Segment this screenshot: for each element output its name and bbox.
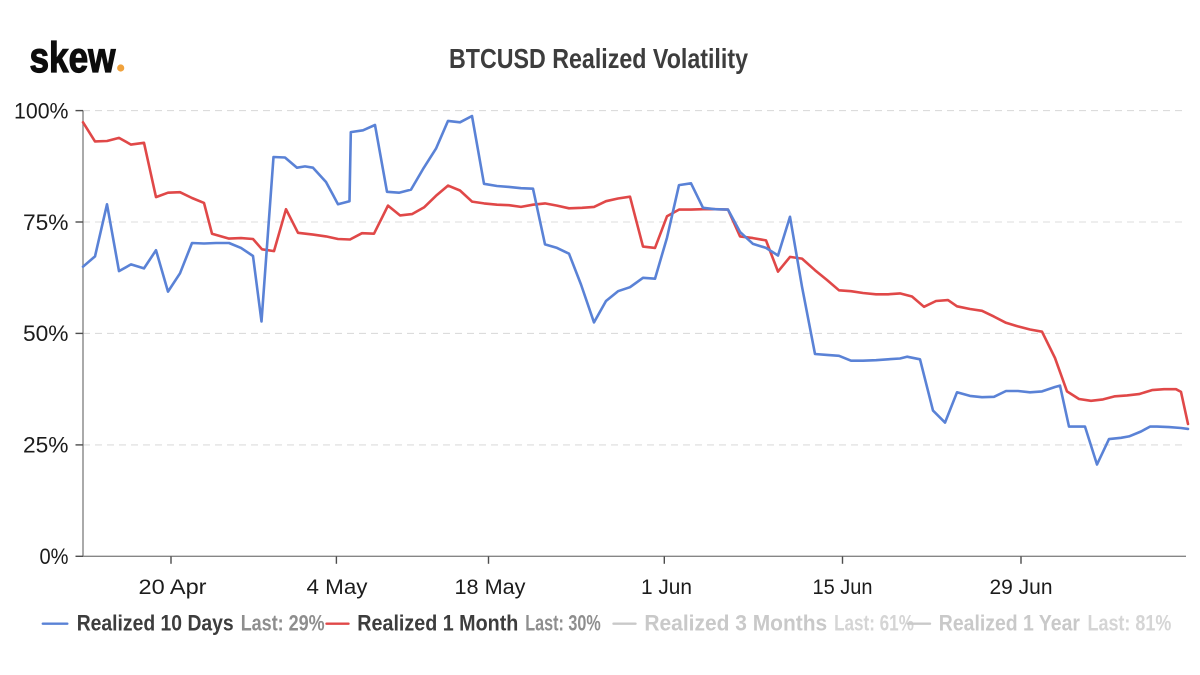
svg-text:29 Jun: 29 Jun: [990, 576, 1053, 599]
svg-text:Last: 30%: Last: 30%: [525, 610, 600, 635]
svg-text:4 May: 4 May: [307, 576, 369, 599]
svg-text:18 May: 18 May: [455, 576, 527, 599]
svg-text:Last: 81%: Last: 81%: [1088, 610, 1172, 635]
svg-text:BTCUSD Realized Volatility: BTCUSD Realized Volatility: [449, 43, 748, 74]
svg-text:50%: 50%: [23, 321, 69, 346]
svg-text:Realized 10 Days: Realized 10 Days: [77, 610, 234, 635]
svg-text:15 Jun: 15 Jun: [813, 576, 873, 599]
svg-text:75%: 75%: [23, 210, 69, 235]
svg-text:Realized 1 Year: Realized 1 Year: [939, 610, 1081, 635]
svg-text:20 Apr: 20 Apr: [139, 576, 207, 599]
svg-text:25%: 25%: [23, 433, 69, 458]
svg-text:Last: 29%: Last: 29%: [241, 610, 325, 635]
svg-text:Realized 3 Months: Realized 3 Months: [644, 610, 827, 635]
svg-text:100%: 100%: [14, 98, 69, 123]
svg-text:Realized 1 Month: Realized 1 Month: [357, 610, 518, 635]
svg-text:1 Jun: 1 Jun: [641, 576, 692, 599]
svg-text:Last: 61%: Last: 61%: [834, 610, 914, 635]
svg-text:0%: 0%: [40, 544, 69, 569]
svg-text:skew: skew: [30, 34, 116, 82]
